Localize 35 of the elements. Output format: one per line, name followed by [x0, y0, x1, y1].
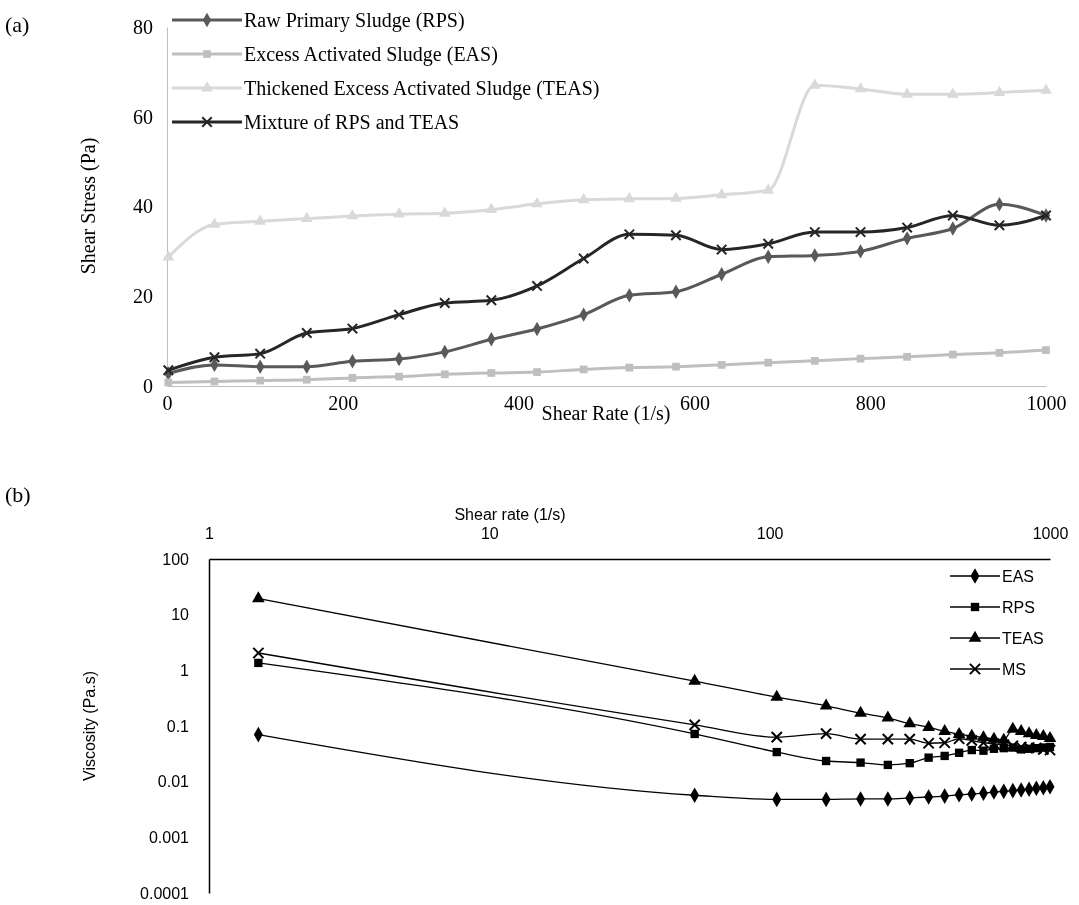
legend-label: MS [1002, 660, 1026, 678]
x-axis-title: Shear Rate (1/s) [541, 402, 671, 425]
y-tick-label: 0.0001 [140, 884, 190, 902]
y-tick-label: 0.1 [166, 717, 190, 735]
legend-label: Raw Primary Sludge (RPS) [244, 9, 465, 32]
legend-label: Mixture of RPS and TEAS [244, 111, 460, 133]
x-tick-label: 400 [504, 392, 535, 415]
y-tick-label: 10 [171, 606, 190, 624]
y-tick-label: 1 [180, 661, 190, 679]
y-tick-label: 0.01 [157, 773, 190, 791]
legend-label: EAS [1002, 567, 1035, 585]
x-axis-title: Shear rate (1/s) [454, 506, 566, 523]
legend-label: RPS [1002, 598, 1035, 616]
x-tick-label: 800 [855, 392, 886, 415]
y-axis-title: Shear Stress (Pa) [77, 137, 100, 275]
text: (a) [5, 12, 30, 37]
y-tick-label: 40 [133, 195, 153, 218]
legend-label: TEAS [1002, 629, 1044, 647]
x-tick-label: 1000 [1032, 525, 1069, 542]
y-tick-label: 100 [162, 550, 190, 568]
y-axis-title: Viscosity (Pa.s) [81, 671, 98, 781]
legend-label: Excess Activated Sludge (EAS) [244, 43, 498, 66]
x-tick-label: 10 [480, 525, 499, 542]
y-tick-label: 20 [133, 285, 153, 308]
legend-label: Thickened Excess Activated Sludge (TEAS) [244, 77, 600, 100]
y-tick-label: 0 [143, 374, 153, 397]
x-tick-label: 100 [756, 525, 784, 542]
x-tick-label: 1 [205, 525, 215, 542]
x-tick-label: 200 [328, 392, 359, 415]
x-tick-label: 1000 [1026, 392, 1067, 415]
x-tick-label: 600 [679, 392, 710, 415]
y-tick-label: 0.001 [148, 828, 190, 846]
y-tick-label: 80 [133, 15, 153, 38]
text: (b) [5, 482, 31, 507]
y-tick-label: 60 [133, 105, 153, 128]
